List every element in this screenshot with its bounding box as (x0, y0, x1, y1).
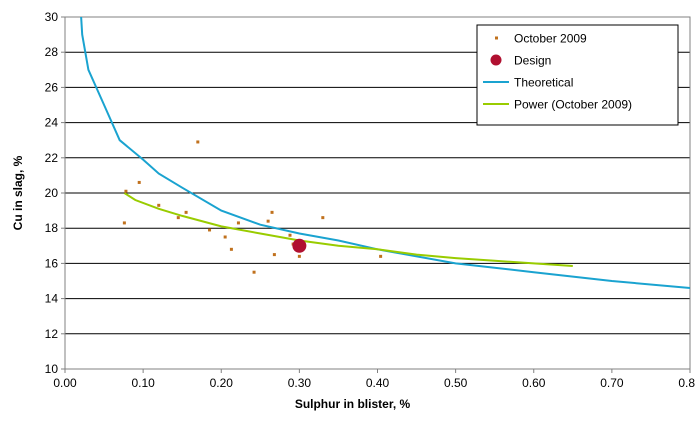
data-point-october-2009 (184, 210, 188, 214)
data-point-october-2009 (288, 233, 292, 237)
data-point-october-2009 (236, 221, 240, 225)
legend: October 2009 Design Theoretical Power (Octo… (476, 24, 679, 126)
x-tick-label: 0.30 (288, 376, 312, 390)
x-tick-label: 0.00 (53, 376, 77, 390)
x-tick-label: 0.50 (444, 376, 468, 390)
data-point-october-2009 (266, 219, 270, 223)
y-tick-label: 16 (45, 256, 59, 270)
legend-swatch-design (490, 54, 502, 66)
series-layer (80, 17, 690, 289)
data-point-october-2009 (122, 221, 126, 225)
data-point-october-2009 (229, 247, 233, 251)
data-point-october-2009 (176, 216, 180, 220)
data-point-october-2009 (252, 270, 256, 274)
data-point-october-2009 (272, 253, 276, 257)
y-tick-label: 10 (45, 362, 59, 376)
x-tick-label: 0.70 (600, 376, 624, 390)
data-point-october-2009 (270, 210, 274, 214)
data-point-october-2009 (297, 254, 301, 258)
data-point-october-2009 (157, 203, 161, 207)
tick-labels: 10 12 14 16 18 20 22 24 26 28 30 0.00 0.10 0.20 0.30 0.… (45, 10, 695, 390)
x-tick-label: 0.20 (210, 376, 234, 390)
x-tick-label: 0.10 (131, 376, 155, 390)
gridlines (65, 51, 690, 335)
legend-label-design: Design (514, 54, 551, 68)
legend-box (476, 24, 679, 126)
data-point-october-2009 (124, 189, 128, 193)
y-tick-label: 12 (45, 327, 59, 341)
x-tick-label: 0.80 (678, 376, 695, 390)
y-axis-title: Cu in slag, % (11, 155, 25, 230)
x-tick-label: 0.60 (522, 376, 546, 390)
data-point-october-2009 (137, 180, 141, 184)
data-point-october-2009 (223, 235, 227, 239)
y-tick-label: 24 (45, 116, 59, 130)
data-point-october-2009 (321, 216, 325, 220)
y-tick-label: 18 (45, 221, 59, 235)
y-tick-label: 14 (45, 292, 59, 306)
data-point-october-2009 (208, 228, 212, 232)
y-tick-label: 30 (45, 10, 59, 24)
data-point-october-2009 (196, 140, 200, 144)
x-tick-label: 0.40 (366, 376, 390, 390)
x-axis-title: Sulphur in blister, % (295, 397, 411, 411)
y-tick-label: 28 (45, 45, 59, 59)
series-line-power-october-2009 (123, 192, 573, 267)
legend-label-october-2009: October 2009 (514, 32, 587, 46)
legend-swatch-october-2009 (495, 36, 498, 40)
y-tick-label: 20 (45, 186, 59, 200)
y-tick-label: 26 (45, 80, 59, 94)
data-point-design (292, 238, 307, 253)
legend-label-power-october-2009: Power (October 2009) (514, 98, 632, 112)
series-line-theoretical (80, 17, 690, 289)
legend-label-theoretical: Theoretical (514, 76, 573, 90)
y-tick-label: 22 (45, 151, 59, 165)
data-point-october-2009 (379, 254, 383, 258)
